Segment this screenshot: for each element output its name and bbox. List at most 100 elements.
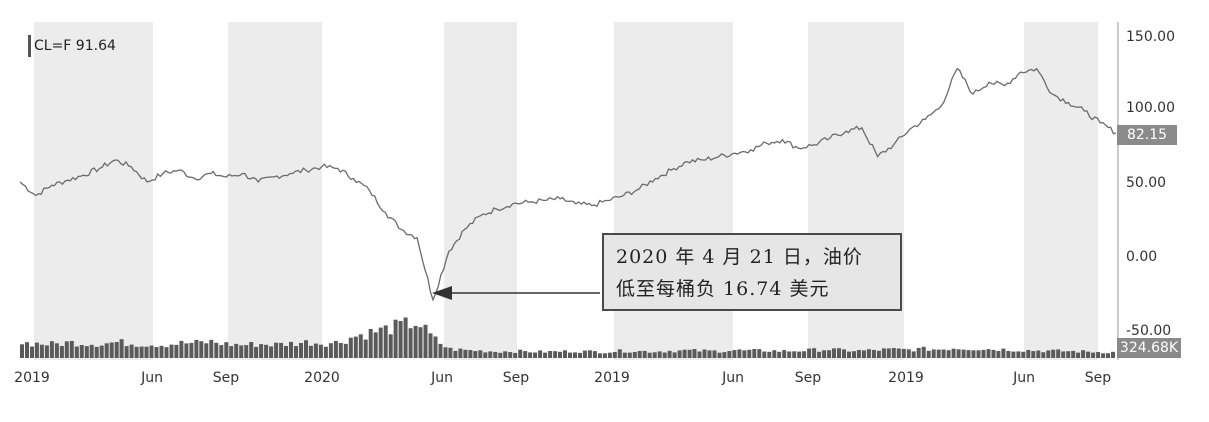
volume-bar	[602, 353, 607, 358]
volume-bar	[468, 350, 473, 358]
volume-bar	[84, 346, 89, 358]
volume-bar	[1006, 351, 1011, 358]
annotation-arrow	[432, 286, 600, 300]
volume-bar	[871, 349, 876, 358]
volume-bar	[209, 339, 214, 358]
volume-bar	[254, 346, 259, 358]
volume-bar	[1041, 352, 1046, 358]
volume-bar	[299, 343, 303, 358]
volume-bar	[553, 351, 558, 358]
volume-bar	[573, 352, 577, 358]
volume-bar	[308, 345, 313, 358]
volume-bar	[358, 334, 363, 358]
volume-bar	[1111, 351, 1115, 358]
volume-bar	[757, 349, 762, 358]
price-line	[19, 67, 1117, 302]
volume-bar	[612, 352, 617, 358]
volume-bar	[383, 325, 388, 358]
volume-bar	[1081, 350, 1086, 358]
volume-bar	[587, 350, 592, 358]
volume-bar	[787, 351, 792, 358]
volume-bar	[503, 351, 508, 358]
volume-bar	[488, 351, 493, 358]
volume-bar	[159, 345, 164, 358]
volume-bar	[722, 352, 727, 358]
volume-bar	[1076, 352, 1081, 358]
y-tick-label: -50.00	[1126, 323, 1171, 339]
volume-bar	[672, 352, 677, 358]
volume-bar	[39, 344, 44, 358]
volume-bar	[458, 348, 463, 358]
volume-bar	[876, 350, 881, 358]
volume-bar	[289, 341, 293, 358]
volume-bar	[119, 339, 124, 358]
volume-bar	[956, 349, 961, 358]
volume-bar	[1061, 351, 1066, 358]
volume-bar	[348, 337, 353, 358]
band-5	[1024, 22, 1098, 360]
volume-bar	[881, 348, 886, 358]
volume-bar	[74, 346, 79, 358]
volume-bar	[89, 344, 94, 358]
volume-bar	[473, 351, 478, 358]
volume-bar	[174, 344, 179, 358]
volume-bar	[697, 351, 702, 358]
volume-bar	[832, 348, 836, 358]
volume-bar	[493, 351, 498, 358]
volume-bar	[1026, 350, 1031, 358]
x-tick-label: Sep	[1085, 370, 1112, 386]
volume-bar	[1016, 351, 1021, 358]
volume-bar	[996, 351, 1001, 358]
x-tick-label: 2020	[304, 370, 340, 386]
volume-bar	[981, 349, 986, 358]
volume-bar	[338, 343, 343, 358]
shaded-bands	[34, 22, 1098, 360]
y-tick-label: 0.00	[1126, 249, 1157, 265]
volume-bar	[717, 352, 722, 358]
volume-bar	[667, 350, 672, 358]
volume-bar	[951, 348, 956, 358]
volume-bar	[622, 352, 627, 358]
volume-bar	[856, 350, 861, 358]
x-tick-label: Sep	[795, 370, 822, 386]
volume-bar	[343, 343, 348, 358]
volume-bar	[966, 350, 971, 358]
volume-bar	[448, 347, 453, 358]
volume-bar	[712, 350, 717, 358]
volume-bar	[1071, 350, 1076, 358]
volume-bar	[318, 344, 323, 358]
volume-bar	[662, 352, 667, 358]
volume-bar	[916, 347, 921, 358]
volume-bar	[403, 317, 408, 358]
annotation-line-1: 2020 年 4 月 21 日，油价	[616, 246, 863, 268]
volume-bar	[99, 345, 104, 358]
volume-bar	[558, 351, 562, 358]
volume-bar	[847, 351, 851, 358]
volume-bar	[443, 347, 448, 358]
volume-bar	[568, 352, 572, 358]
volume-bar	[931, 349, 936, 358]
volume-bar	[428, 333, 433, 358]
volume-bar	[64, 341, 69, 358]
volume-bar	[104, 343, 109, 358]
volume-bar	[1011, 351, 1016, 358]
volume-bar	[896, 348, 901, 358]
volume-bar	[926, 350, 931, 358]
volume-bar	[578, 352, 582, 358]
volume-bar	[782, 350, 787, 358]
volume-bar	[866, 349, 871, 358]
volume-bar	[742, 350, 747, 358]
volume-bar	[1036, 350, 1041, 358]
volume-bar	[906, 349, 911, 358]
volume-bar	[986, 349, 991, 358]
volume-bar	[1046, 350, 1051, 358]
volume-bar	[861, 350, 866, 358]
volume-bar	[976, 350, 981, 358]
x-tick-label: Sep	[503, 370, 530, 386]
volume-bar	[413, 325, 418, 358]
band-2	[444, 22, 517, 360]
volume-bar	[563, 350, 567, 358]
volume-bar	[707, 350, 712, 358]
x-tick-label: Jun	[430, 370, 453, 386]
